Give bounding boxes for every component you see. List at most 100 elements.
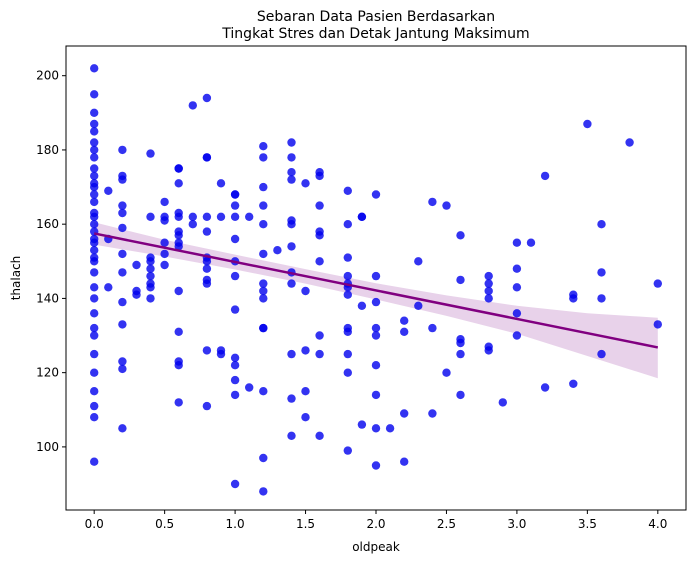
scatter-point xyxy=(484,294,493,303)
scatter-point xyxy=(216,179,226,188)
y-tick-label: 200 xyxy=(36,69,59,83)
x-axis-ticks: 0.0 0.5 1.0 1.5 2.0 2.5 3.0 3.5 4.0 xyxy=(85,510,667,531)
scatter-point xyxy=(400,409,409,418)
y-axis-ticks: 100 120 140 160 180 200 xyxy=(36,69,66,454)
scatter-point xyxy=(230,361,240,370)
scatter-point xyxy=(90,220,99,229)
scatter-point xyxy=(597,349,606,359)
scatter-point xyxy=(90,331,99,340)
scatter-point xyxy=(230,479,240,489)
scatter-point xyxy=(371,424,381,433)
scatter-point xyxy=(512,264,522,273)
scatter-point xyxy=(287,168,296,177)
scatter-point xyxy=(146,257,155,266)
scatter-point xyxy=(202,212,212,221)
scatter-point xyxy=(90,323,99,333)
scatter-point xyxy=(230,375,240,385)
scatter-point xyxy=(371,323,381,333)
scatter-point xyxy=(174,212,183,221)
scatter-point xyxy=(456,349,465,359)
scatter-point xyxy=(259,294,268,303)
scatter-point xyxy=(259,453,268,463)
scatter-point xyxy=(371,297,381,307)
scatter-point xyxy=(90,309,99,318)
x-axis-label: oldpeak xyxy=(352,540,400,554)
scatter-point xyxy=(315,231,324,240)
scatter-point xyxy=(230,271,240,281)
scatter-point xyxy=(301,286,310,296)
chart-title-line-1: Sebaran Data Pasien Berdasarkan xyxy=(257,9,495,25)
scatter-point xyxy=(315,171,324,181)
scatter-point xyxy=(174,327,183,336)
scatter-point xyxy=(90,212,99,221)
scatter-point xyxy=(569,379,578,388)
y-tick-label: 120 xyxy=(36,366,59,380)
scatter-point xyxy=(259,182,268,192)
scatter-point xyxy=(132,260,141,270)
scatter-point xyxy=(174,398,183,407)
y-tick-label: 180 xyxy=(36,143,59,157)
scatter-point xyxy=(90,90,99,99)
scatter-point xyxy=(90,413,99,422)
scatter-point xyxy=(90,108,99,118)
x-tick-label: 2.0 xyxy=(366,517,385,531)
scatter-point xyxy=(90,238,99,247)
x-tick-label: 1.5 xyxy=(296,517,315,531)
regression-line xyxy=(93,232,659,349)
scatter-point xyxy=(315,257,324,266)
scatter-point xyxy=(484,271,493,281)
scatter-point xyxy=(484,279,493,288)
scatter-point xyxy=(343,349,352,359)
scatter-point xyxy=(146,212,155,221)
scatter-point xyxy=(90,153,99,162)
scatter-point xyxy=(216,349,226,359)
regression-line-layer xyxy=(93,232,659,349)
scatter-point xyxy=(118,364,127,374)
x-tick-label: 0.5 xyxy=(155,517,174,531)
scatter-point xyxy=(343,220,352,229)
scatter-point xyxy=(90,246,99,255)
scatter-point xyxy=(118,223,127,233)
scatter-point xyxy=(259,201,268,210)
scatter-point xyxy=(90,182,99,192)
scatter-point xyxy=(118,175,127,184)
scatter-point xyxy=(104,283,113,292)
scatter-point xyxy=(343,253,352,262)
x-tick-label: 2.5 xyxy=(437,517,456,531)
scatter-point xyxy=(90,64,99,73)
scatter-point xyxy=(371,361,381,370)
scatter-point xyxy=(428,409,437,418)
scatter-point xyxy=(188,101,197,110)
scatter-point xyxy=(400,457,409,466)
x-tick-label: 1.0 xyxy=(226,517,245,531)
scatter-point xyxy=(230,190,240,199)
scatter-point xyxy=(259,153,268,162)
scatter-point xyxy=(202,93,212,103)
scatter-point xyxy=(230,212,240,221)
scatter-point xyxy=(371,390,381,400)
x-tick-label: 4.0 xyxy=(648,517,667,531)
scatter-point xyxy=(343,327,352,336)
scatter-point xyxy=(174,179,183,188)
scatter-point xyxy=(202,346,212,355)
scatter-point xyxy=(118,297,127,307)
scatter-point xyxy=(118,424,127,433)
scatter-point xyxy=(118,201,127,210)
scatter-point xyxy=(216,212,226,221)
scatter-point xyxy=(146,264,155,273)
scatter-point xyxy=(174,231,183,240)
scatter-point xyxy=(245,383,254,392)
scatter-point xyxy=(230,201,240,210)
scatter-point xyxy=(301,387,310,396)
scatter-point xyxy=(484,346,493,355)
scatter-point xyxy=(118,357,127,366)
y-tick-label: 160 xyxy=(36,217,59,231)
scatter-point xyxy=(456,231,465,240)
scatter-point xyxy=(146,294,155,303)
scatter-point xyxy=(146,271,155,281)
scatter-point xyxy=(287,138,296,147)
scatter-point xyxy=(90,190,99,199)
scatter-point xyxy=(287,242,296,251)
scatter-point xyxy=(315,431,324,440)
scatter-point xyxy=(118,145,127,155)
